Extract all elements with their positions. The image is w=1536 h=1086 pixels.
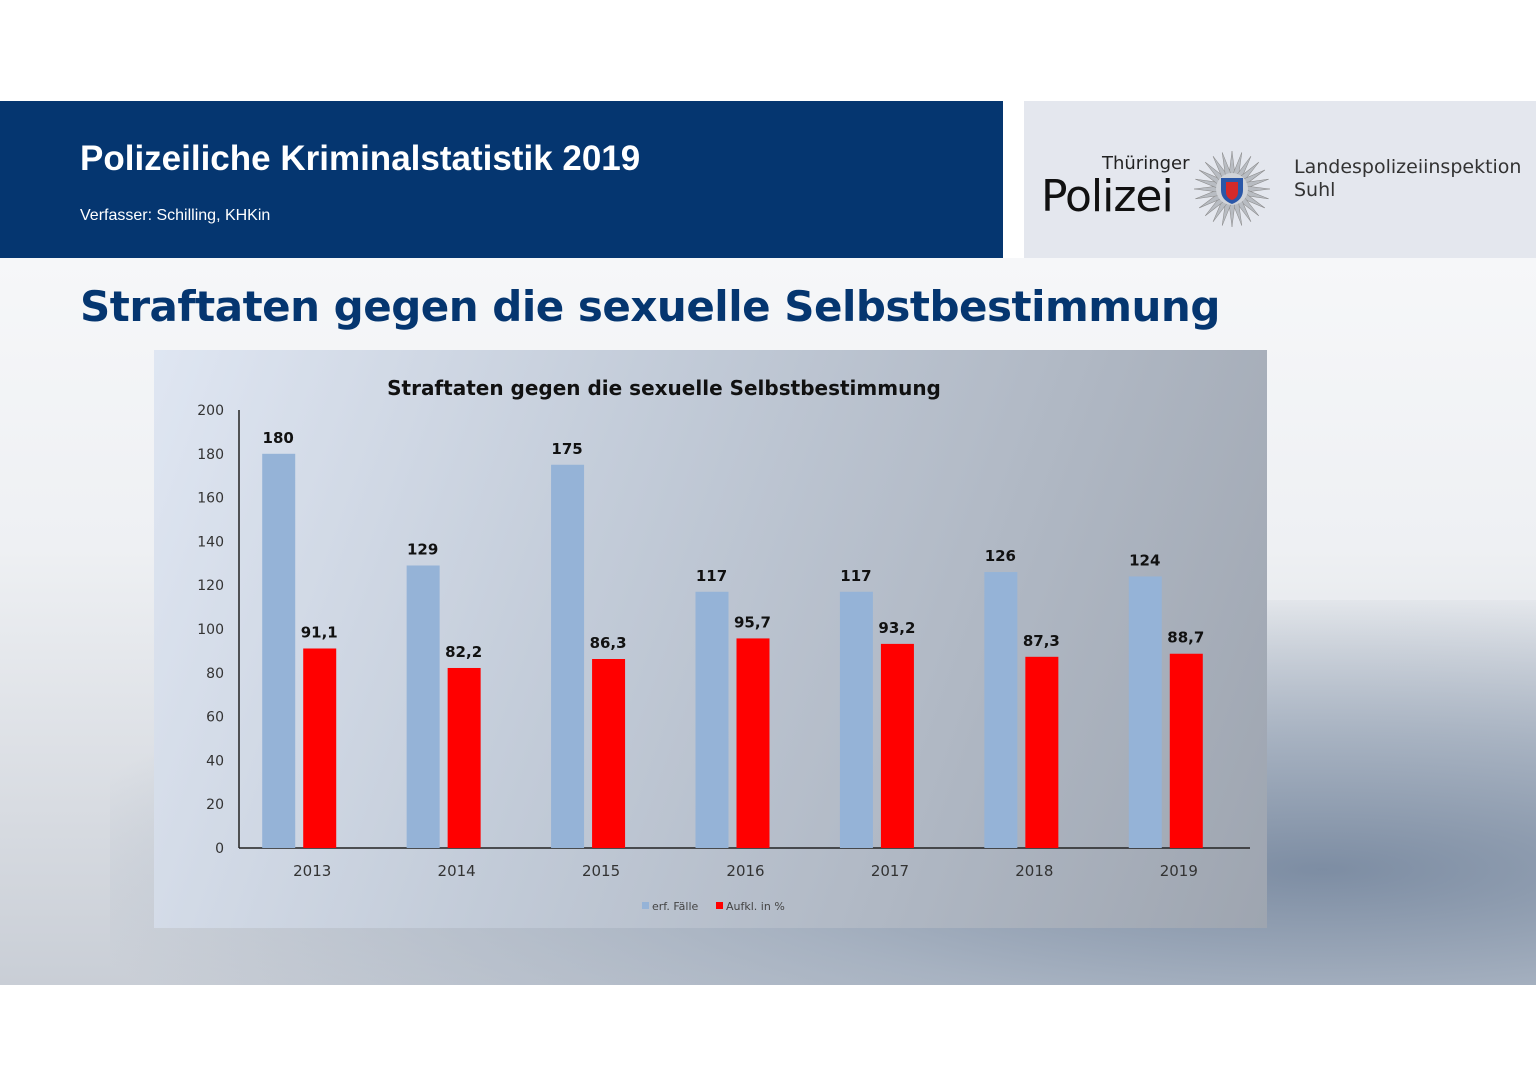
logo-org-line1: Landespolizeiinspektion <box>1294 156 1522 178</box>
bar-clearance <box>1169 653 1203 848</box>
bar-clearance <box>736 638 770 848</box>
bar-chart: Straftaten gegen die sexuelle Selbstbest… <box>197 376 1250 913</box>
header-banner: Polizeiliche Kriminalstatistik 2019 Verf… <box>0 101 1003 258</box>
data-label: 88,7 <box>1167 629 1204 647</box>
logo-line2: Polizei <box>1041 171 1174 222</box>
data-label: 180 <box>263 429 294 447</box>
data-label: 91,1 <box>301 623 338 641</box>
bar-clearance <box>303 648 337 848</box>
logo-line1: Thüringer <box>1102 153 1190 174</box>
bar-cases <box>1128 576 1162 848</box>
x-tick-label: 2017 <box>871 862 909 880</box>
data-label: 124 <box>1129 551 1160 569</box>
y-tick-label: 20 <box>206 797 224 813</box>
data-label: 87,3 <box>1023 632 1060 650</box>
data-label: 86,3 <box>590 634 627 652</box>
data-label: 129 <box>407 540 438 558</box>
bar-cases <box>262 453 296 848</box>
data-label: 117 <box>696 567 727 585</box>
page-heading: Straftaten gegen die sexuelle Selbstbest… <box>80 282 1220 331</box>
y-tick-label: 140 <box>197 534 224 550</box>
bar-clearance <box>1025 656 1059 848</box>
data-label: 126 <box>985 547 1016 565</box>
y-tick-label: 180 <box>197 447 224 463</box>
x-tick-label: 2015 <box>582 862 620 880</box>
bar-clearance <box>592 659 626 848</box>
header-title: Polizeiliche Kriminalstatistik 2019 <box>80 139 641 178</box>
x-tick-label: 2019 <box>1160 862 1198 880</box>
x-tick-label: 2014 <box>438 862 476 880</box>
bar-cases <box>984 572 1018 848</box>
bar-clearance <box>447 667 481 848</box>
bar-clearance <box>880 643 914 848</box>
police-logo: Thüringer Polizei Landespolizeiinspektio… <box>1024 101 1536 258</box>
logo-org-line2: Suhl <box>1294 179 1336 201</box>
legend-label: Aufkl. in % <box>726 900 785 913</box>
chart-title: Straftaten gegen die sexuelle Selbstbest… <box>387 376 941 400</box>
y-tick-label: 100 <box>197 622 224 638</box>
x-tick-label: 2016 <box>726 862 764 880</box>
data-label: 117 <box>840 567 871 585</box>
y-tick-label: 160 <box>197 491 224 507</box>
y-tick-label: 0 <box>215 841 224 857</box>
police-star-icon <box>1193 150 1271 228</box>
bar-cases <box>839 591 873 848</box>
y-tick-label: 80 <box>206 666 224 682</box>
x-tick-label: 2018 <box>1015 862 1053 880</box>
y-tick-label: 40 <box>206 753 224 769</box>
data-label: 95,7 <box>734 613 771 631</box>
legend-swatch <box>642 902 649 909</box>
data-label: 175 <box>551 440 582 458</box>
y-tick-label: 60 <box>206 710 224 726</box>
chart-panel: Straftaten gegen die sexuelle Selbstbest… <box>154 350 1267 928</box>
bar-cases <box>551 464 585 848</box>
legend-swatch <box>716 902 723 909</box>
logo-org: Landespolizeiinspektion Suhl <box>1294 156 1521 202</box>
data-label: 93,2 <box>878 619 915 637</box>
y-tick-label: 120 <box>197 578 224 594</box>
y-tick-label: 200 <box>197 403 224 419</box>
legend-label: erf. Fälle <box>652 900 699 913</box>
data-label: 82,2 <box>445 643 482 661</box>
bar-cases <box>695 591 729 848</box>
x-tick-label: 2013 <box>293 862 331 880</box>
bar-cases <box>406 565 440 848</box>
header-author: Verfasser: Schilling, KHKin <box>80 207 271 224</box>
